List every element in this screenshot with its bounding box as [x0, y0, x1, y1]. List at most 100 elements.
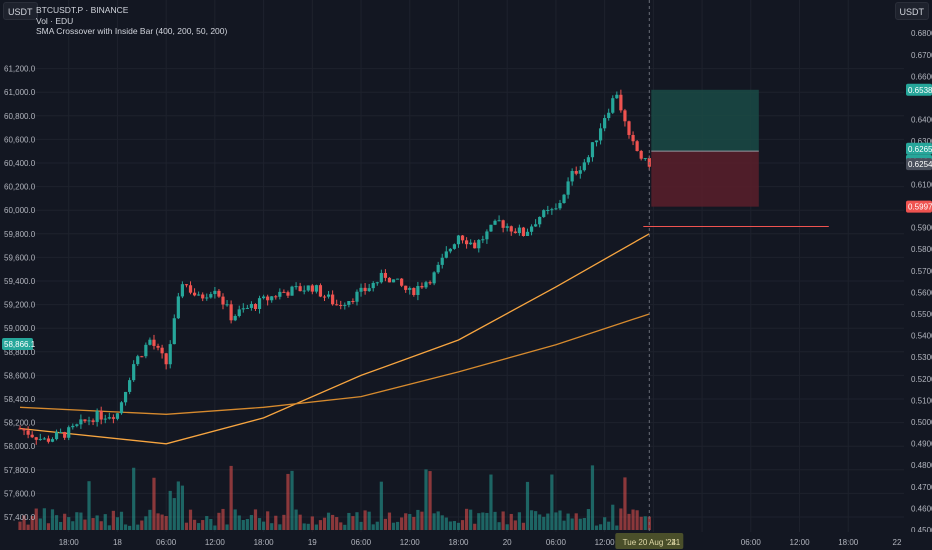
candle: [578, 166, 582, 179]
left-axis-tick: 59,400.0: [4, 277, 36, 286]
strategy-label[interactable]: SMA Crossover with Inside Bar (400, 200,…: [36, 26, 228, 36]
volume-bar: [306, 523, 310, 530]
volume-bar: [253, 509, 258, 530]
candles[interactable]: [18, 89, 651, 445]
volume-bar: [107, 525, 111, 530]
candle: [513, 228, 517, 234]
volume-bar: [582, 517, 586, 530]
candle: [611, 95, 615, 114]
candle-body: [152, 339, 156, 346]
target-price-tag: 0.6538: [908, 86, 932, 95]
candle: [408, 286, 412, 295]
candle: [111, 414, 115, 424]
volume-bar: [497, 522, 501, 530]
candle-body: [485, 231, 489, 240]
time-axis[interactable]: 18:00 18 06:00 12:00 18:00 19 06:00 12:00 18:00 2…: [0, 532, 932, 550]
candle: [428, 280, 432, 286]
volume-bar: [562, 520, 566, 530]
candle: [404, 285, 408, 293]
left-price-axis[interactable]: 61,200.0 61,000.0 60,800.0 60,600.0 60,400.0…: [2, 65, 36, 522]
candle: [615, 91, 619, 99]
volume-bar: [343, 524, 347, 530]
candle-body: [436, 264, 440, 273]
candle-body: [75, 424, 79, 426]
candle: [140, 355, 144, 358]
candle-body: [197, 294, 201, 296]
volume-bar: [359, 521, 363, 530]
right-unit-button[interactable]: USDT: [894, 2, 929, 20]
volume-bar: [404, 513, 408, 530]
volume-bar: [75, 512, 79, 530]
volume-bar: [481, 512, 485, 530]
volume-bar: [643, 516, 647, 530]
volume-bar: [375, 521, 379, 530]
volume-bar: [172, 498, 176, 530]
entry-price-tag-bg: [906, 158, 932, 171]
candle: [395, 278, 400, 280]
volume-bar: [34, 508, 38, 530]
left-price-tag-bg: [2, 338, 33, 351]
candle: [485, 229, 489, 244]
sma-lines: [19, 233, 650, 445]
candle: [635, 140, 639, 152]
candle: [132, 360, 136, 382]
candle-body: [408, 288, 412, 290]
position-tool[interactable]: [643, 89, 829, 228]
candle: [489, 224, 493, 232]
time-axis-label: 19: [308, 538, 317, 547]
candle-body: [383, 272, 387, 278]
candle: [538, 216, 542, 228]
left-unit-button[interactable]: USDT: [3, 2, 38, 20]
candle: [67, 425, 71, 441]
candle-body: [237, 309, 241, 316]
candle: [257, 295, 262, 314]
candle-body: [489, 224, 493, 232]
cursor-time-tag-bg: [615, 533, 684, 549]
candle-body: [34, 437, 38, 440]
target-price-tag-bg: [906, 83, 932, 96]
candle-body: [517, 227, 521, 234]
candle-body: [221, 296, 225, 305]
volume-bar: [119, 511, 124, 530]
time-axis-label: 18:00: [254, 538, 275, 547]
volume-indicator-label[interactable]: Vol · EDU: [36, 15, 74, 26]
candle-body: [144, 344, 148, 357]
candle-body: [501, 220, 505, 228]
candle: [274, 295, 278, 300]
left-axis-tick: 60,800.0: [4, 112, 36, 121]
candle: [505, 223, 509, 232]
candle: [562, 193, 566, 204]
volume-bar: [586, 509, 590, 530]
volume-bar: [249, 515, 254, 530]
volume-bar: [521, 522, 526, 530]
candle-body: [290, 286, 294, 296]
candle-body: [473, 242, 477, 249]
candle-body: [627, 121, 631, 135]
candle-body: [391, 279, 396, 283]
volume-bar: [99, 521, 103, 530]
volume-bar: [71, 521, 75, 530]
candle-body: [266, 296, 270, 301]
volume-bar: [339, 522, 343, 530]
candle-body: [375, 282, 379, 284]
candle: [176, 292, 180, 320]
volume-bar: [465, 508, 469, 530]
candle-body: [505, 226, 509, 228]
candle-body: [225, 304, 229, 306]
candle-body: [192, 292, 197, 296]
candle: [123, 391, 128, 406]
candle: [79, 414, 83, 429]
candle-body: [603, 118, 607, 129]
candle: [278, 288, 282, 300]
candle: [339, 300, 343, 310]
volume-bar: [412, 516, 416, 530]
candle-body: [50, 439, 55, 442]
symbol-title[interactable]: BTCUSDT.P · BINANCE: [36, 5, 129, 15]
volume-bar: [270, 523, 274, 530]
candle: [412, 287, 416, 297]
volume-bar: [489, 474, 493, 530]
candle-body: [339, 305, 343, 307]
